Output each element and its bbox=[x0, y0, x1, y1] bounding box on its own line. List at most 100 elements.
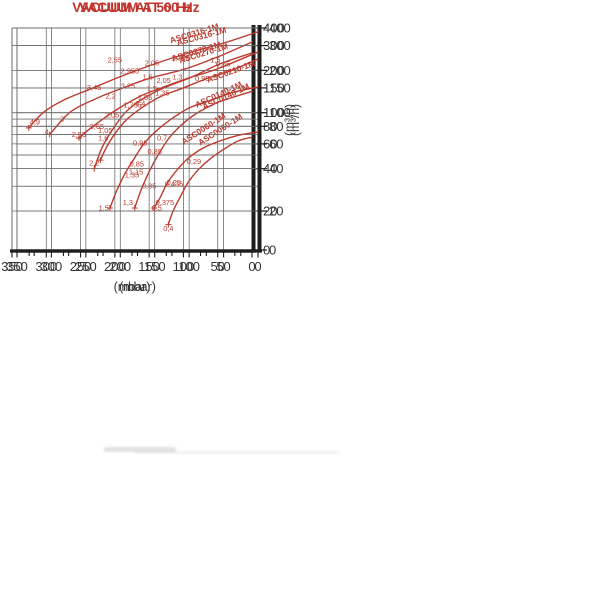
power-label: 3,65 bbox=[90, 122, 104, 131]
power-label: 2,05 bbox=[145, 58, 159, 67]
power-label: 0,25 bbox=[167, 178, 181, 187]
curve-start-marker bbox=[131, 205, 138, 212]
power-label: 0,7 bbox=[157, 134, 167, 143]
x-axis-title: (mbar) bbox=[114, 280, 151, 294]
y-tick-label: 200 bbox=[263, 63, 285, 78]
power-label: 1,35 bbox=[125, 171, 139, 180]
y-tick-label: 300 bbox=[263, 38, 285, 53]
power-label: 1,05 bbox=[98, 126, 112, 135]
power-label: 0,375 bbox=[156, 198, 175, 207]
x-tick-label: 150 bbox=[138, 259, 160, 274]
x-tick-label: 150 bbox=[144, 259, 166, 274]
power-label: 1,5 bbox=[147, 84, 157, 93]
curve-ASC0316-1M bbox=[49, 41, 253, 136]
y-tick-label: 40 bbox=[269, 161, 283, 176]
y-tick-label: 400 bbox=[269, 21, 291, 36]
curve-ASC0270-1M bbox=[78, 51, 259, 139]
y-tick-label: 100 bbox=[269, 105, 291, 120]
y-tick-label: 150 bbox=[263, 80, 285, 95]
x-tick-label: 350 bbox=[6, 259, 28, 274]
y-axis-title: (m³/h) bbox=[288, 104, 302, 136]
x-tick-label: 0 bbox=[248, 259, 255, 274]
chart-vacuum-60hz: VACUUM AT 60 Hz 400 300 200 150 100 80 60 40 20 0… bbox=[0, 0, 302, 310]
x-tick-label: 300 bbox=[35, 259, 57, 274]
x-tick-label: 250 bbox=[75, 259, 97, 274]
curve-label-ASC0140-1M: ASC0140-1M bbox=[201, 81, 251, 112]
power-label: 0,5 bbox=[152, 204, 162, 213]
power-label: 1,4 bbox=[135, 99, 145, 108]
chart-title-50hz: VACUUM AT 50 Hz bbox=[72, 0, 193, 15]
power-label: 2,955 bbox=[121, 66, 140, 75]
power-label: 1,5 bbox=[210, 55, 220, 64]
power-label: 3,25 bbox=[121, 81, 135, 90]
power-label: 1,55 bbox=[138, 93, 152, 102]
power-label: 2,55 bbox=[108, 55, 122, 64]
y-tick-label: 60 bbox=[263, 136, 277, 151]
y-tick-label: 300 bbox=[269, 38, 291, 53]
y-tick-label: 80 bbox=[269, 119, 283, 134]
curve-start-marker bbox=[25, 124, 32, 131]
curve-ASC0140-1M bbox=[134, 90, 253, 209]
curve-ASC0060-1M bbox=[153, 131, 259, 209]
x-tick-label: 200 bbox=[104, 259, 126, 274]
curve-start-marker bbox=[106, 205, 113, 212]
x-axis-title: (mbar) bbox=[119, 280, 156, 294]
power-label: 1,6 bbox=[98, 134, 108, 143]
power-label: 4,9 bbox=[30, 117, 40, 126]
x-tick-label: 50 bbox=[216, 259, 230, 274]
x-tick-label: 350 bbox=[1, 259, 23, 274]
power-label: 1,755 bbox=[171, 54, 190, 63]
x-tick-label: 200 bbox=[109, 259, 131, 274]
x-tick-label: 0 bbox=[254, 259, 261, 274]
y-axis-title: (m³/h) bbox=[282, 104, 296, 136]
power-label: 0,85 bbox=[148, 147, 162, 156]
y-tick-label: 20 bbox=[269, 204, 283, 219]
chart-title-60hz: VACUUM AT 60 Hz bbox=[79, 0, 200, 15]
curve-ASC0140-1M bbox=[109, 86, 259, 209]
power-label: 1,15 bbox=[129, 167, 143, 176]
cropped-faint-text bbox=[104, 447, 176, 452]
power-label: 2,55 bbox=[72, 130, 86, 139]
power-label: 1,3 bbox=[172, 73, 182, 82]
curve-ASC0316-1M bbox=[28, 31, 259, 129]
y-tick-label: 80 bbox=[263, 119, 277, 134]
cropped-faint-text bbox=[135, 451, 340, 454]
power-label: 0,95 bbox=[133, 138, 147, 147]
power-label: 2,2 bbox=[89, 158, 99, 167]
curve-start-marker bbox=[151, 205, 158, 212]
power-label: 1,6 bbox=[143, 73, 153, 82]
power-label: 2,2 bbox=[106, 92, 116, 101]
x-tick-label: 100 bbox=[173, 259, 195, 274]
power-label: 1,755 bbox=[123, 101, 142, 110]
x-tick-label: 100 bbox=[178, 259, 200, 274]
power-label: 1,35 bbox=[155, 89, 169, 98]
x-tick-label: 250 bbox=[70, 259, 92, 274]
curve-ASC0270-1M bbox=[93, 52, 253, 170]
power-label: 4 bbox=[45, 127, 49, 136]
y-tick-label: 150 bbox=[269, 80, 291, 95]
curve-ASC0060-1M bbox=[167, 136, 253, 226]
y-tick-label: 100 bbox=[263, 105, 285, 120]
x-tick-label: 300 bbox=[41, 259, 63, 274]
power-label: 2,05 bbox=[105, 111, 119, 120]
curve-start-marker bbox=[75, 135, 82, 142]
y-tick-label: 200 bbox=[269, 63, 291, 78]
power-label: 2,05 bbox=[156, 76, 170, 85]
power-label: 0,85 bbox=[130, 160, 144, 169]
y-tick-label: 0 bbox=[269, 243, 276, 258]
power-label: 1,3 bbox=[123, 198, 133, 207]
y-tick-label: 20 bbox=[263, 204, 277, 219]
y-tick-label: 400 bbox=[263, 21, 285, 36]
curve-ASC0210-1M bbox=[99, 58, 259, 161]
power-label: 3,45 bbox=[87, 83, 101, 92]
power-label: 0,95 bbox=[195, 74, 209, 83]
power-label: 1,5 bbox=[99, 204, 109, 213]
power-label: 0,4 bbox=[163, 224, 173, 233]
curve-start-marker bbox=[165, 221, 172, 228]
x-tick-label: 50 bbox=[210, 259, 224, 274]
curve-start-marker bbox=[97, 157, 104, 164]
power-label: 0,29 bbox=[187, 157, 201, 166]
power-label: 0,435 bbox=[165, 180, 184, 189]
